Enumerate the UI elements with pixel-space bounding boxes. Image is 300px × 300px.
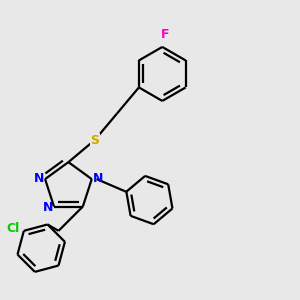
Text: N: N xyxy=(92,172,103,184)
Text: Cl: Cl xyxy=(6,222,20,235)
Text: F: F xyxy=(160,28,169,41)
Text: S: S xyxy=(90,134,99,147)
Text: N: N xyxy=(34,172,44,184)
Text: N: N xyxy=(43,201,53,214)
